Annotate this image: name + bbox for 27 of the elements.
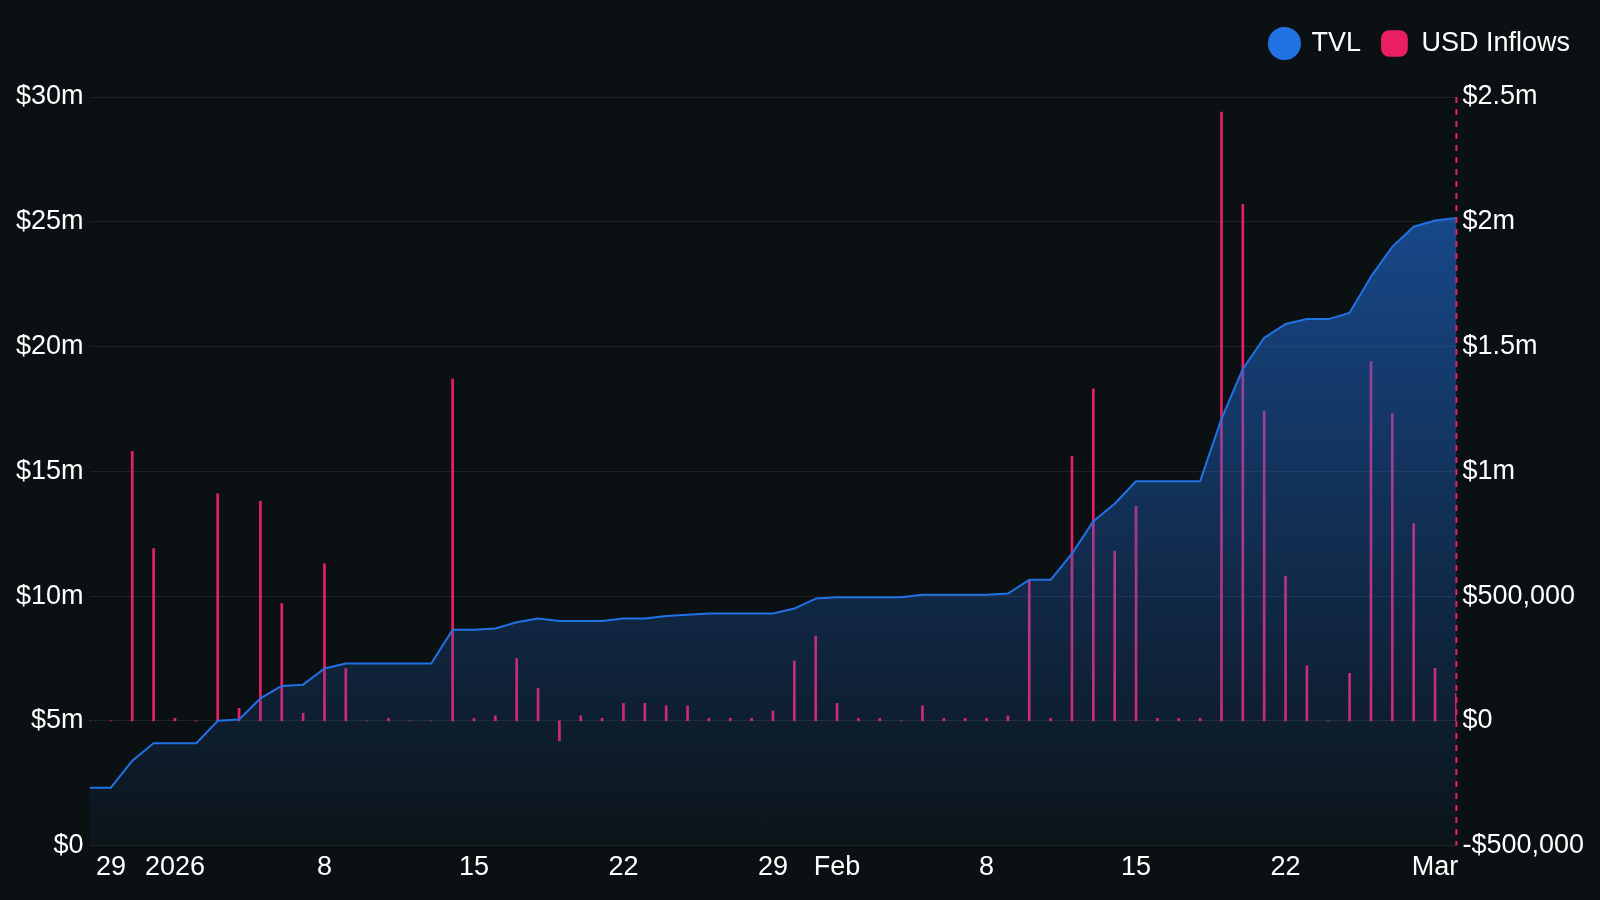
legend-label: USD Inflows — [1421, 26, 1571, 57]
x-tick-label: 22 — [1270, 851, 1301, 882]
y2-tick-label: $1.5m — [1462, 329, 1538, 360]
y-tick-label: $10m — [15, 579, 84, 610]
y2-tick-label: $0 — [1462, 704, 1493, 735]
y-tick-label: $25m — [15, 205, 84, 236]
y2-tick-label: $2.5m — [1462, 80, 1538, 111]
y2-tick-label: -$500,000 — [1462, 829, 1584, 860]
y2-tick-label: $1m — [1462, 454, 1515, 485]
legend-label: TVL — [1311, 26, 1361, 57]
x-tick-label: 8 — [979, 851, 995, 882]
x-tick-label: 15 — [458, 851, 489, 882]
x-tick-label: Feb — [813, 851, 861, 882]
y2-tick-label: $500,000 — [1462, 579, 1576, 610]
y-tick-label: $15m — [15, 454, 84, 485]
x-tick-label: 22 — [608, 851, 639, 882]
y-tick-label: $0 — [53, 829, 84, 860]
x-tick-label: 8 — [316, 851, 332, 882]
y-tick-label: $30m — [15, 80, 84, 111]
y-tick-label: $20m — [15, 329, 84, 360]
y-tick-label: $5m — [31, 704, 84, 735]
x-tick-label: 29 — [757, 851, 788, 882]
x-tick-label: 2026 — [144, 851, 206, 882]
x-tick-label: 15 — [1121, 851, 1152, 882]
x-tick-label: Mar — [1411, 851, 1459, 882]
x-tick-label: 29 — [95, 851, 126, 882]
y2-tick-label: $2m — [1462, 205, 1515, 236]
